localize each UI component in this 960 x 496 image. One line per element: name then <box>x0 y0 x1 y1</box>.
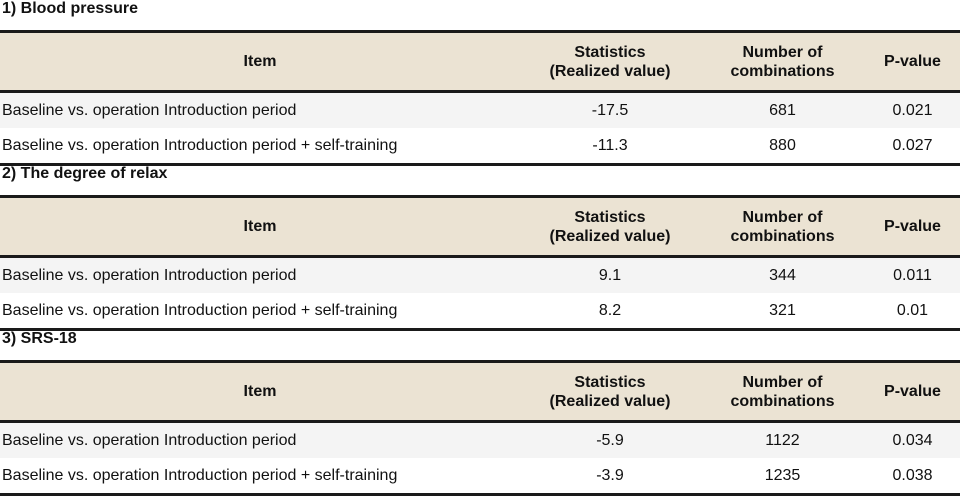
cell-combinations: 681 <box>700 91 865 128</box>
header-pvalue: P-value <box>865 360 960 423</box>
table-row: Baseline vs. operation Introduction peri… <box>0 256 960 293</box>
section-title: 1) Blood pressure <box>2 0 139 17</box>
cell-combinations: 880 <box>700 128 865 166</box>
cell-item: Baseline vs. operation Introduction peri… <box>0 128 520 166</box>
header-statistics: Statistics (Realized value) <box>520 30 700 93</box>
section-degree-of-relax: 2) The degree of relax Item Statistics (… <box>0 165 960 331</box>
results-table: Item Statistics (Realized value) Number … <box>0 360 960 496</box>
section-srs-18: 3) SRS-18 Item Statistics (Realized valu… <box>0 330 960 496</box>
table-row: Baseline vs. operation Introduction peri… <box>0 128 960 166</box>
table-row: Baseline vs. operation Introduction peri… <box>0 293 960 331</box>
cell-pvalue: 0.034 <box>865 421 960 458</box>
header-item: Item <box>0 30 520 93</box>
header-item: Item <box>0 195 520 258</box>
section-title: 3) SRS-18 <box>2 330 77 347</box>
header-statistics: Statistics (Realized value) <box>520 360 700 423</box>
table-header-row: Item Statistics (Realized value) Number … <box>0 360 960 423</box>
cell-pvalue: 0.038 <box>865 458 960 496</box>
header-pvalue: P-value <box>865 195 960 258</box>
cell-item: Baseline vs. operation Introduction peri… <box>0 91 520 128</box>
cell-statistics: -3.9 <box>520 458 700 496</box>
header-combinations: Number of combinations <box>700 195 865 258</box>
table-row: Baseline vs. operation Introduction peri… <box>0 421 960 458</box>
header-combinations: Number of combinations <box>700 30 865 93</box>
cell-pvalue: 0.011 <box>865 256 960 293</box>
cell-combinations: 344 <box>700 256 865 293</box>
cell-item: Baseline vs. operation Introduction peri… <box>0 458 520 496</box>
results-table: Item Statistics (Realized value) Number … <box>0 30 960 166</box>
cell-statistics: 8.2 <box>520 293 700 331</box>
results-table: Item Statistics (Realized value) Number … <box>0 195 960 331</box>
cell-item: Baseline vs. operation Introduction peri… <box>0 293 520 331</box>
cell-pvalue: 0.027 <box>865 128 960 166</box>
header-item: Item <box>0 360 520 423</box>
cell-pvalue: 0.01 <box>865 293 960 331</box>
cell-statistics: -5.9 <box>520 421 700 458</box>
table-row: Baseline vs. operation Introduction peri… <box>0 91 960 128</box>
cell-item: Baseline vs. operation Introduction peri… <box>0 421 520 458</box>
header-pvalue: P-value <box>865 30 960 93</box>
table-header-row: Item Statistics (Realized value) Number … <box>0 30 960 93</box>
section-title: 2) The degree of relax <box>2 165 168 182</box>
cell-combinations: 1122 <box>700 421 865 458</box>
cell-statistics: -17.5 <box>520 91 700 128</box>
cell-pvalue: 0.021 <box>865 91 960 128</box>
cell-statistics: 9.1 <box>520 256 700 293</box>
section-blood-pressure: 1) Blood pressure Item Statistics (Reali… <box>0 0 960 166</box>
cell-combinations: 321 <box>700 293 865 331</box>
table-header-row: Item Statistics (Realized value) Number … <box>0 195 960 258</box>
header-statistics: Statistics (Realized value) <box>520 195 700 258</box>
table-row: Baseline vs. operation Introduction peri… <box>0 458 960 496</box>
cell-statistics: -11.3 <box>520 128 700 166</box>
header-combinations: Number of combinations <box>700 360 865 423</box>
cell-item: Baseline vs. operation Introduction peri… <box>0 256 520 293</box>
cell-combinations: 1235 <box>700 458 865 496</box>
